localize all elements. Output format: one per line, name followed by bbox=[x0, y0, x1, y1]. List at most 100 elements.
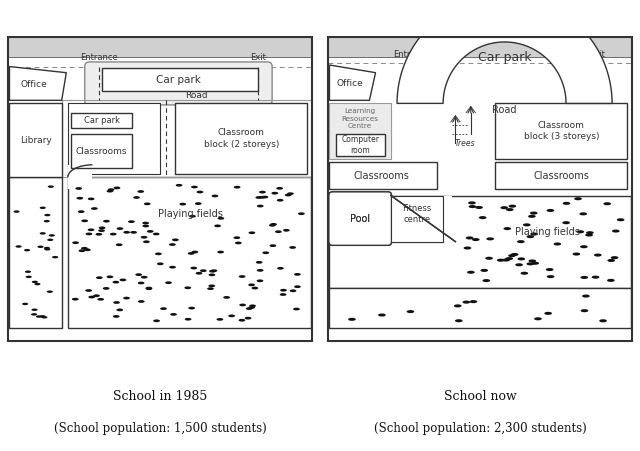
Ellipse shape bbox=[280, 289, 287, 292]
Bar bbox=[330, 103, 391, 159]
Text: Computer
room: Computer room bbox=[341, 135, 379, 155]
Ellipse shape bbox=[515, 263, 523, 267]
Ellipse shape bbox=[216, 318, 223, 321]
Ellipse shape bbox=[86, 233, 92, 235]
Ellipse shape bbox=[604, 202, 611, 205]
Text: Car park: Car park bbox=[156, 75, 201, 85]
Ellipse shape bbox=[599, 319, 607, 322]
Ellipse shape bbox=[530, 212, 538, 215]
Text: (School population: 1,500 students): (School population: 1,500 students) bbox=[54, 422, 266, 435]
Bar bbox=[10, 103, 61, 177]
Ellipse shape bbox=[76, 197, 83, 200]
Ellipse shape bbox=[106, 276, 113, 278]
Ellipse shape bbox=[592, 276, 600, 279]
Ellipse shape bbox=[191, 251, 198, 253]
Ellipse shape bbox=[116, 227, 124, 230]
Ellipse shape bbox=[472, 238, 479, 241]
Ellipse shape bbox=[88, 296, 95, 299]
Ellipse shape bbox=[531, 233, 538, 235]
Ellipse shape bbox=[31, 308, 38, 311]
Ellipse shape bbox=[463, 247, 471, 249]
Ellipse shape bbox=[544, 312, 552, 315]
Ellipse shape bbox=[179, 203, 186, 206]
Ellipse shape bbox=[96, 276, 102, 279]
Ellipse shape bbox=[293, 308, 300, 310]
Ellipse shape bbox=[72, 241, 79, 244]
Ellipse shape bbox=[506, 257, 513, 260]
Ellipse shape bbox=[200, 269, 207, 272]
Ellipse shape bbox=[577, 230, 584, 233]
Ellipse shape bbox=[98, 229, 105, 232]
Ellipse shape bbox=[88, 198, 95, 200]
Ellipse shape bbox=[246, 307, 253, 310]
Ellipse shape bbox=[483, 279, 490, 282]
Ellipse shape bbox=[209, 270, 216, 273]
Ellipse shape bbox=[607, 259, 615, 262]
Ellipse shape bbox=[189, 215, 196, 218]
Ellipse shape bbox=[454, 304, 461, 308]
Ellipse shape bbox=[123, 297, 130, 299]
Bar bbox=[391, 196, 443, 242]
Ellipse shape bbox=[511, 253, 518, 256]
Ellipse shape bbox=[113, 301, 120, 304]
Ellipse shape bbox=[47, 290, 53, 293]
Ellipse shape bbox=[239, 319, 245, 322]
Ellipse shape bbox=[35, 283, 40, 285]
Ellipse shape bbox=[103, 220, 110, 222]
Ellipse shape bbox=[88, 228, 95, 231]
Ellipse shape bbox=[44, 220, 50, 222]
Bar bbox=[330, 162, 437, 189]
Ellipse shape bbox=[78, 210, 84, 213]
Ellipse shape bbox=[607, 279, 615, 282]
Text: Fitness
centre: Fitness centre bbox=[403, 204, 431, 224]
Ellipse shape bbox=[554, 243, 561, 245]
Ellipse shape bbox=[239, 304, 246, 306]
Ellipse shape bbox=[463, 300, 470, 304]
Ellipse shape bbox=[497, 259, 504, 262]
Ellipse shape bbox=[269, 244, 276, 247]
Ellipse shape bbox=[617, 218, 625, 221]
Ellipse shape bbox=[285, 193, 292, 197]
Ellipse shape bbox=[294, 285, 301, 288]
Ellipse shape bbox=[138, 190, 144, 193]
Ellipse shape bbox=[275, 230, 282, 233]
Ellipse shape bbox=[91, 207, 98, 210]
Ellipse shape bbox=[244, 317, 252, 320]
Ellipse shape bbox=[255, 196, 262, 199]
Text: Pool: Pool bbox=[350, 214, 371, 224]
Ellipse shape bbox=[257, 280, 264, 282]
Ellipse shape bbox=[298, 212, 305, 215]
Ellipse shape bbox=[97, 298, 104, 301]
FancyBboxPatch shape bbox=[329, 192, 392, 245]
Ellipse shape bbox=[113, 281, 119, 284]
Ellipse shape bbox=[124, 231, 130, 234]
Ellipse shape bbox=[142, 222, 149, 225]
Ellipse shape bbox=[248, 306, 255, 309]
Text: Library: Library bbox=[20, 136, 51, 145]
Ellipse shape bbox=[188, 252, 195, 255]
Ellipse shape bbox=[196, 191, 204, 193]
Ellipse shape bbox=[234, 236, 240, 239]
Ellipse shape bbox=[277, 267, 284, 270]
Text: Exit: Exit bbox=[589, 50, 605, 59]
Polygon shape bbox=[330, 65, 376, 100]
Ellipse shape bbox=[257, 269, 264, 272]
FancyBboxPatch shape bbox=[84, 62, 272, 105]
Ellipse shape bbox=[145, 287, 152, 290]
Ellipse shape bbox=[52, 256, 58, 258]
Ellipse shape bbox=[276, 199, 284, 202]
Ellipse shape bbox=[563, 221, 570, 224]
Ellipse shape bbox=[612, 230, 620, 233]
Ellipse shape bbox=[468, 205, 476, 208]
Ellipse shape bbox=[520, 272, 528, 275]
Ellipse shape bbox=[586, 231, 594, 234]
Ellipse shape bbox=[22, 303, 28, 305]
Ellipse shape bbox=[153, 319, 160, 322]
Ellipse shape bbox=[546, 268, 554, 271]
Ellipse shape bbox=[276, 187, 283, 190]
Text: Playing fields: Playing fields bbox=[158, 209, 223, 219]
Ellipse shape bbox=[44, 248, 51, 251]
Ellipse shape bbox=[31, 313, 37, 316]
Ellipse shape bbox=[256, 261, 262, 264]
Ellipse shape bbox=[455, 319, 463, 322]
